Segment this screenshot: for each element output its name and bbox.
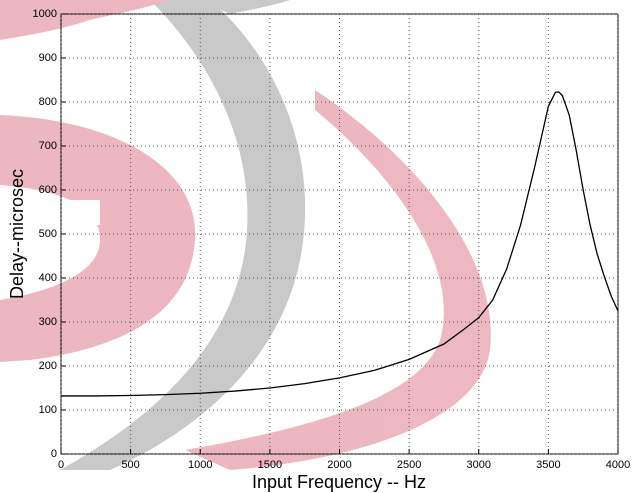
x-tick-label: 3000 xyxy=(467,459,491,471)
y-axis-title: Delay--microsec xyxy=(7,169,27,299)
x-tick-label: 500 xyxy=(121,459,139,471)
x-tick-label: 4000 xyxy=(606,459,630,471)
x-tick-label: 0 xyxy=(58,459,64,471)
y-tick-label: 300 xyxy=(39,316,57,328)
y-tick-label: 0 xyxy=(51,448,57,460)
y-tick-label: 600 xyxy=(39,184,57,196)
y-tick-label: 200 xyxy=(39,360,57,372)
y-tick-label: 500 xyxy=(39,228,57,240)
y-tick-label: 900 xyxy=(39,52,57,64)
x-axis-title: Input Frequency -- Hz xyxy=(252,472,426,492)
y-tick-label: 700 xyxy=(39,140,57,152)
x-tick-label: 3500 xyxy=(536,459,560,471)
x-tick-label: 2000 xyxy=(327,459,351,471)
y-tick-label: 400 xyxy=(39,272,57,284)
x-tick-label: 1500 xyxy=(258,459,282,471)
data-line xyxy=(61,91,619,397)
y-tick-label: 100 xyxy=(39,404,57,416)
x-tick-label: 1000 xyxy=(188,459,212,471)
y-tick-label: 800 xyxy=(39,96,57,108)
y-tick-label: 1000 xyxy=(33,8,57,20)
x-tick-label: 2500 xyxy=(397,459,421,471)
watermark xyxy=(0,0,491,470)
